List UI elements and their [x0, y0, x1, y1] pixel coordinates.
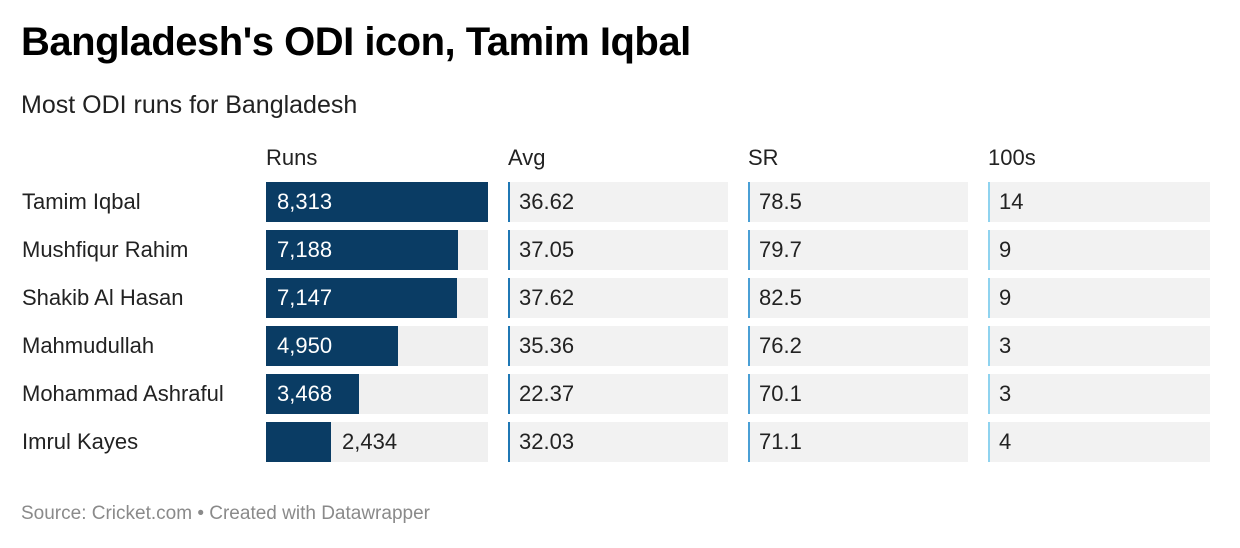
sr-cell: 78.5: [748, 182, 968, 222]
runs-label: 7,188: [277, 237, 333, 262]
cell-rule: [748, 422, 750, 462]
hundreds-cell-value: 3: [999, 333, 1012, 358]
runs-bar-track: 7,188: [266, 230, 488, 270]
runs-bar-track: 8,313: [266, 182, 488, 222]
cell-rule: [508, 374, 510, 414]
player-name: Tamim Iqbal: [22, 189, 141, 214]
runs-bar-track: 7,147: [266, 278, 488, 318]
avg-cell: 35.36: [508, 326, 728, 366]
hundreds-cell: 3: [988, 374, 1210, 414]
cell-rule: [748, 182, 750, 222]
player-name: Mahmudullah: [22, 333, 155, 358]
runs-label: 3,468: [277, 381, 333, 406]
runs-label: 8,313: [277, 189, 333, 214]
runs-bar-track: 3,468: [266, 374, 488, 414]
hundreds-cell-value: 4: [999, 429, 1012, 454]
chart-title: Bangladesh's ODI icon, Tamim Iqbal: [21, 20, 691, 64]
sr-cell: 70.1: [748, 374, 968, 414]
runs-bar: [266, 374, 359, 414]
cell-rule: [988, 278, 990, 318]
runs-label: 7,147: [277, 285, 333, 310]
source-footer: Source: Cricket.com • Created with Dataw…: [21, 503, 430, 524]
avg-cell: 32.03: [508, 422, 728, 462]
cell-rule: [508, 326, 510, 366]
cell-rule: [748, 374, 750, 414]
sr-cell-value: 70.1: [759, 381, 802, 406]
cell-rule: [988, 374, 990, 414]
column-header-100s: 100s: [988, 145, 1036, 170]
cell-rule: [988, 230, 990, 270]
avg-cell-value: 22.37: [519, 381, 575, 406]
runs-bar: [266, 422, 331, 462]
hundreds-cell-value: 14: [999, 189, 1024, 214]
cell-rule: [748, 230, 750, 270]
hundreds-cell: 9: [988, 230, 1210, 270]
avg-cell-value: 32.03: [519, 429, 575, 454]
runs-bar: [266, 278, 457, 318]
sr-cell-value: 82.5: [759, 285, 802, 310]
cell-rule: [508, 422, 510, 462]
hundreds-cell: 9: [988, 278, 1210, 318]
hundreds-cell-value: 9: [999, 285, 1012, 310]
runs-bar: [266, 182, 488, 222]
column-header-sr: SR: [748, 145, 779, 170]
runs-label: 4,950: [277, 333, 333, 358]
hundreds-cell-value: 3: [999, 381, 1012, 406]
runs-bar-track: 4,950: [266, 326, 488, 366]
avg-cell: 22.37: [508, 374, 728, 414]
avg-cell-value: 35.36: [519, 333, 575, 358]
sr-cell: 79.7: [748, 230, 968, 270]
cell-rule: [508, 230, 510, 270]
cell-rule: [748, 278, 750, 318]
player-name: Mohammad Ashraful: [22, 381, 224, 406]
player-name: Shakib Al Hasan: [22, 285, 184, 310]
runs-bar: [266, 230, 458, 270]
hundreds-cell: 3: [988, 326, 1210, 366]
sr-cell: 71.1: [748, 422, 968, 462]
cell-rule: [988, 182, 990, 222]
hundreds-cell: 14: [988, 182, 1210, 222]
avg-cell-value: 37.05: [519, 237, 575, 262]
avg-cell: 36.62: [508, 182, 728, 222]
cell-rule: [748, 326, 750, 366]
avg-cell: 37.05: [508, 230, 728, 270]
runs-bar: [266, 326, 398, 366]
cell-rule: [508, 278, 510, 318]
player-name: Imrul Kayes: [22, 429, 139, 454]
runs-label: 2,434: [342, 429, 398, 454]
cell-rule: [988, 326, 990, 366]
avg-cell-value: 37.62: [519, 285, 575, 310]
sr-cell-value: 79.7: [759, 237, 802, 262]
player-name: Mushfiqur Rahim: [22, 237, 189, 262]
sr-cell: 82.5: [748, 278, 968, 318]
column-header-avg: Avg: [508, 145, 546, 170]
sr-cell-value: 76.2: [759, 333, 802, 358]
chart-subtitle: Most ODI runs for Bangladesh: [21, 91, 358, 119]
avg-cell-value: 36.62: [519, 189, 575, 214]
hundreds-cell: 4: [988, 422, 1210, 462]
cell-rule: [988, 422, 990, 462]
avg-cell: 37.62: [508, 278, 728, 318]
sr-cell-value: 78.5: [759, 189, 802, 214]
column-header-runs: Runs: [266, 145, 318, 170]
sr-cell: 76.2: [748, 326, 968, 366]
cell-rule: [508, 182, 510, 222]
runs-bar-track: 2,434: [266, 422, 488, 462]
sr-cell-value: 71.1: [759, 429, 802, 454]
hundreds-cell-value: 9: [999, 237, 1012, 262]
